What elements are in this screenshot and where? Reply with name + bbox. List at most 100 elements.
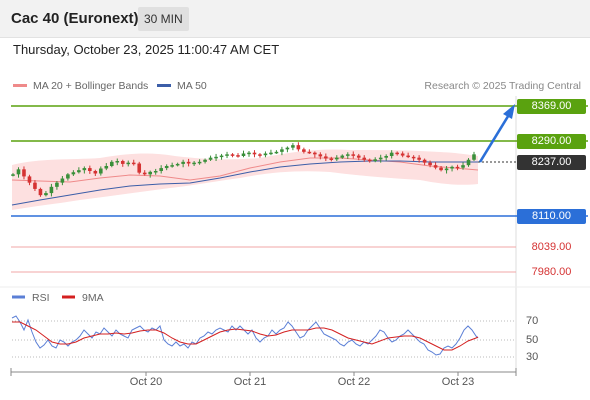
candle-body	[175, 163, 180, 166]
candle-body	[340, 155, 345, 158]
x-label-oct22: Oct 22	[337, 376, 371, 388]
support1-tag: 8039.00	[531, 241, 572, 253]
candle-body	[334, 157, 339, 160]
candle-body	[466, 159, 471, 166]
instrument-title: Cac 40 (Euronext)	[11, 10, 139, 27]
candle-body	[181, 161, 185, 164]
candle-body	[225, 154, 229, 156]
candle-body	[93, 171, 98, 174]
candle-body	[49, 186, 54, 194]
legend-ma50: MA 50	[157, 80, 207, 92]
candle-body	[55, 182, 59, 187]
candle-body	[384, 156, 388, 158]
candle-body	[115, 161, 120, 163]
candle-body	[400, 153, 405, 156]
candle-body	[148, 171, 153, 175]
candle-body	[236, 155, 240, 157]
legend-ma50-label: MA 50	[177, 80, 207, 92]
candle-body	[378, 157, 383, 160]
candle-body	[38, 188, 43, 196]
candle-body	[82, 168, 87, 171]
candle-body	[153, 171, 158, 173]
interval-button[interactable]: 30 MIN	[138, 7, 189, 31]
header-bar: Cac 40 (Euronext) 30 MIN	[0, 0, 590, 38]
candle-body	[439, 167, 443, 171]
candle-body	[345, 154, 350, 156]
candle-body	[241, 153, 246, 156]
candle-body	[444, 168, 449, 171]
candle-body	[269, 152, 273, 155]
candle-body	[22, 169, 26, 177]
candle-body	[214, 156, 218, 159]
credit-label: Research © 2025 Trading Central	[424, 80, 581, 92]
candle-body	[274, 151, 279, 154]
candle-body	[186, 161, 191, 164]
candle-body	[142, 172, 147, 175]
candle-body	[197, 161, 202, 164]
rsi-ma-line	[12, 321, 479, 351]
candle-body	[27, 176, 32, 183]
ma20-line	[11, 157, 479, 183]
candle-body	[258, 154, 262, 156]
candle-body	[159, 168, 163, 171]
candle-body	[247, 152, 251, 155]
candle-body	[60, 178, 65, 183]
candle-body	[356, 155, 361, 158]
candle-body	[318, 154, 323, 157]
candle-body	[99, 168, 103, 174]
candle-body	[362, 157, 367, 160]
candle-body	[472, 154, 476, 160]
ma20-swatch	[13, 83, 27, 87]
candle-body	[389, 152, 394, 156]
candle-body	[450, 166, 454, 169]
candle-body	[77, 170, 81, 173]
candle-body	[422, 159, 427, 163]
candle-body	[109, 161, 114, 166]
projection-arrowhead	[503, 104, 515, 119]
resistance-tag: 8290.00	[517, 134, 586, 149]
candle-body	[33, 182, 37, 189]
rsi-level-30: 30	[526, 351, 539, 363]
candle-body	[373, 159, 378, 161]
candle-body	[324, 156, 328, 159]
candle-body	[164, 166, 169, 169]
candle-body	[406, 155, 410, 158]
legend-ma20: MA 20 + Bollinger Bands	[13, 80, 148, 92]
candle-body	[104, 166, 109, 169]
candle-body	[88, 168, 92, 171]
candle-body	[285, 147, 290, 150]
candle-body	[219, 155, 224, 158]
candle-body	[329, 158, 334, 160]
x-label-oct21: Oct 21	[233, 376, 267, 388]
candle-body	[192, 162, 196, 165]
candle-body	[395, 152, 399, 155]
support2-tag: 7980.00	[531, 266, 572, 278]
candle-body	[367, 159, 372, 162]
candlestick-series	[11, 142, 476, 197]
candle-body	[137, 163, 142, 173]
x-label-oct20: Oct 20	[129, 376, 163, 388]
ma50-swatch	[157, 83, 171, 87]
candle-body	[428, 162, 432, 166]
candle-body	[16, 169, 21, 175]
pivot-tag: 8110.00	[517, 209, 586, 224]
candle-body	[66, 174, 70, 179]
candle-body	[433, 165, 438, 168]
candle-body	[131, 162, 136, 165]
candle-body	[417, 157, 421, 160]
candle-body	[455, 166, 460, 169]
legend-ma20-label: MA 20 + Bollinger Bands	[33, 80, 149, 92]
candle-body	[307, 151, 312, 154]
candle-body	[411, 156, 416, 159]
candle-body	[263, 153, 268, 156]
candle-body	[71, 172, 76, 175]
bollinger-band	[12, 149, 478, 210]
candle-body	[230, 154, 235, 156]
datetime-label: Thursday, October 23, 2025 11:00:47 AM C…	[13, 42, 280, 57]
candle-body	[203, 159, 207, 162]
rsi-legend-label: RSI	[32, 292, 50, 304]
candle-body	[313, 152, 317, 155]
last-price-tag: 8237.00	[517, 155, 586, 170]
candle-body	[351, 154, 356, 156]
